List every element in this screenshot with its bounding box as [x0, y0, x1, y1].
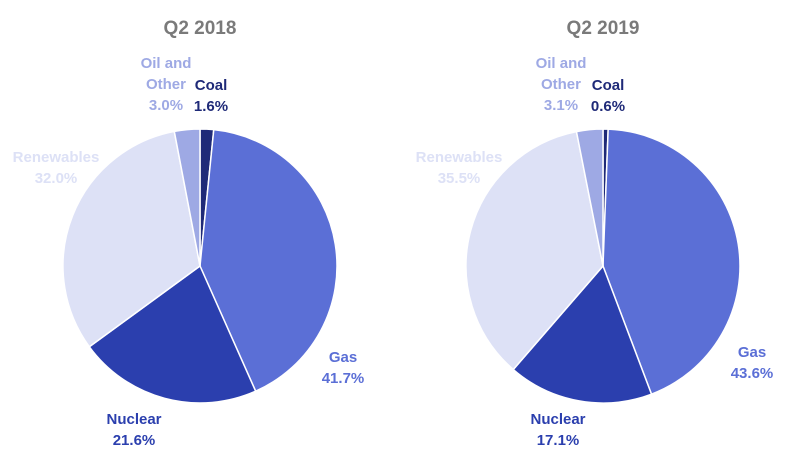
slice-label-gas: Gas 43.6% — [731, 344, 774, 382]
pie-slice-gas — [199, 128, 338, 392]
chart-title: Q2 2019 — [567, 18, 640, 39]
slice-value-label: 32.0% — [35, 170, 78, 187]
slice-label-nuclear: Nuclear 17.1% — [530, 411, 585, 449]
slice-value-label: 21.6% — [113, 432, 156, 449]
pie-slice-renewables — [62, 130, 201, 348]
slice-value-label: 35.5% — [438, 170, 481, 187]
slice-label-gas: Gas 41.7% — [322, 349, 365, 387]
pie-slice-gas — [602, 128, 741, 395]
slice-value-label: 43.6% — [731, 365, 774, 382]
slice-label-coal: Coal 1.6% — [194, 77, 228, 115]
slice-category-label: Renewables — [416, 149, 503, 166]
pie-chart-q2-2019: Q2 2019 Coal 0.6% Gas 43.6% Nuclear 17.1% Rene… — [416, 18, 774, 449]
slice-category-label: Coal — [592, 77, 625, 94]
slice-category-label: Other — [541, 76, 581, 93]
slice-category-label: Gas — [329, 349, 357, 366]
slice-label-oil-and-other: Oil and Other 3.0% — [141, 55, 192, 114]
slice-label-oil-and-other: Oil and Other 3.1% — [536, 55, 587, 114]
slice-category-label: Other — [146, 76, 186, 93]
slice-value-label: 17.1% — [537, 432, 580, 449]
slice-value-label: 0.6% — [591, 98, 625, 115]
slice-label-coal: Coal 0.6% — [591, 77, 625, 115]
slice-category-label: Gas — [738, 344, 766, 361]
chart-title: Q2 2018 — [164, 18, 237, 39]
pie-slice-nuclear — [512, 265, 653, 404]
slice-category-label: Oil and — [536, 55, 587, 72]
slice-value-label: 3.0% — [149, 97, 183, 114]
slice-label-renewables: Renewables 35.5% — [416, 149, 503, 187]
slice-category-label: Coal — [195, 77, 228, 94]
slice-value-label: 1.6% — [194, 98, 228, 115]
slice-label-nuclear: Nuclear 21.6% — [106, 411, 161, 449]
slice-category-label: Renewables — [13, 149, 100, 166]
pie-slice-oil-and-other — [575, 128, 604, 267]
slice-value-label: 41.7% — [322, 370, 365, 387]
pie-slice-renewables — [465, 130, 604, 371]
slice-category-label: Nuclear — [530, 411, 585, 428]
slice-label-renewables: Renewables 32.0% — [13, 149, 100, 187]
pie-chart-q2-2018: Q2 2018 Coal 1.6% Gas 41.7% Nuclear 21.6% Rene… — [13, 18, 365, 449]
slice-category-label: Nuclear — [106, 411, 161, 428]
slice-value-label: 3.1% — [544, 97, 578, 114]
pie-slice-nuclear — [88, 265, 257, 404]
slice-category-label: Oil and — [141, 55, 192, 72]
pie-slice-oil-and-other — [173, 128, 201, 267]
